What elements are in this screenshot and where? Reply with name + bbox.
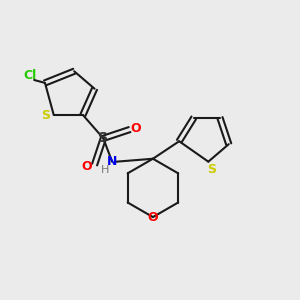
Text: O: O [81, 160, 92, 172]
Text: O: O [148, 211, 158, 224]
Text: O: O [131, 122, 141, 135]
Text: S: S [207, 163, 216, 176]
Text: H: H [100, 165, 109, 175]
Text: S: S [41, 110, 50, 122]
Text: S: S [98, 131, 108, 145]
Text: N: N [107, 155, 117, 168]
Text: Cl: Cl [23, 69, 37, 82]
